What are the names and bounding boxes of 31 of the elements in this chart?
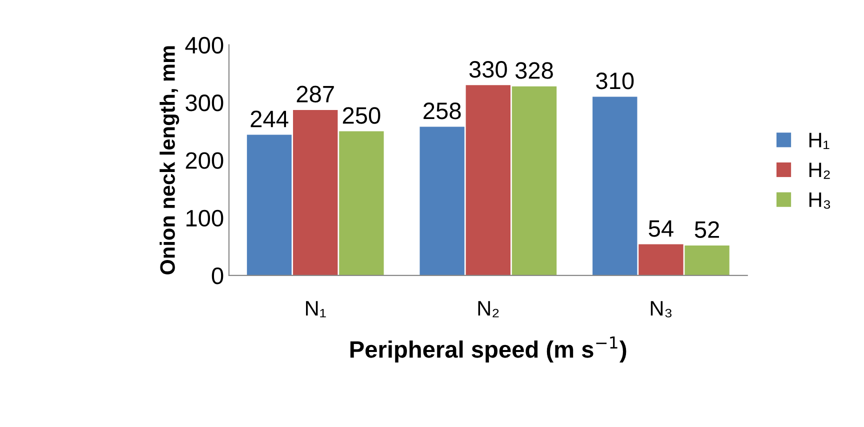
- bar: [420, 126, 464, 276]
- bar: [293, 110, 338, 276]
- y-tick-label: 100: [186, 210, 224, 227]
- bar: [592, 96, 638, 276]
- bar: [512, 86, 557, 276]
- x-tick-label: N₃: [650, 301, 672, 318]
- bar: [246, 134, 292, 276]
- data-label: 52: [694, 221, 719, 238]
- data-label: 244: [250, 110, 288, 128]
- data-label: 258: [424, 102, 461, 120]
- y-axis-title: Onion neck length, mm: [160, 46, 180, 274]
- bar: [638, 244, 684, 276]
- data-label: 54: [648, 220, 674, 237]
- y-tick-label: 400: [185, 36, 224, 54]
- legend-label: H₂: [809, 162, 830, 179]
- y-tick-label: 200: [186, 152, 224, 169]
- y-tick-label: 0: [212, 267, 224, 284]
- bar: [684, 245, 730, 276]
- legend-label: H₁: [809, 132, 830, 149]
- data-label: 328: [515, 62, 553, 79]
- x-axis-title: Peripheral speed (m s$^{−1}$): [350, 336, 626, 362]
- bar: [466, 85, 511, 276]
- data-label: 330: [469, 61, 507, 78]
- data-label: 287: [296, 86, 334, 103]
- y-tick-label: 300: [186, 94, 224, 112]
- x-tick-label: N₁: [306, 301, 326, 318]
- legend-label: H₃: [809, 192, 830, 209]
- bar: [339, 131, 384, 276]
- x-tick-label: N₂: [478, 301, 499, 318]
- data-label: 250: [342, 107, 380, 124]
- data-label: 310: [596, 72, 634, 90]
